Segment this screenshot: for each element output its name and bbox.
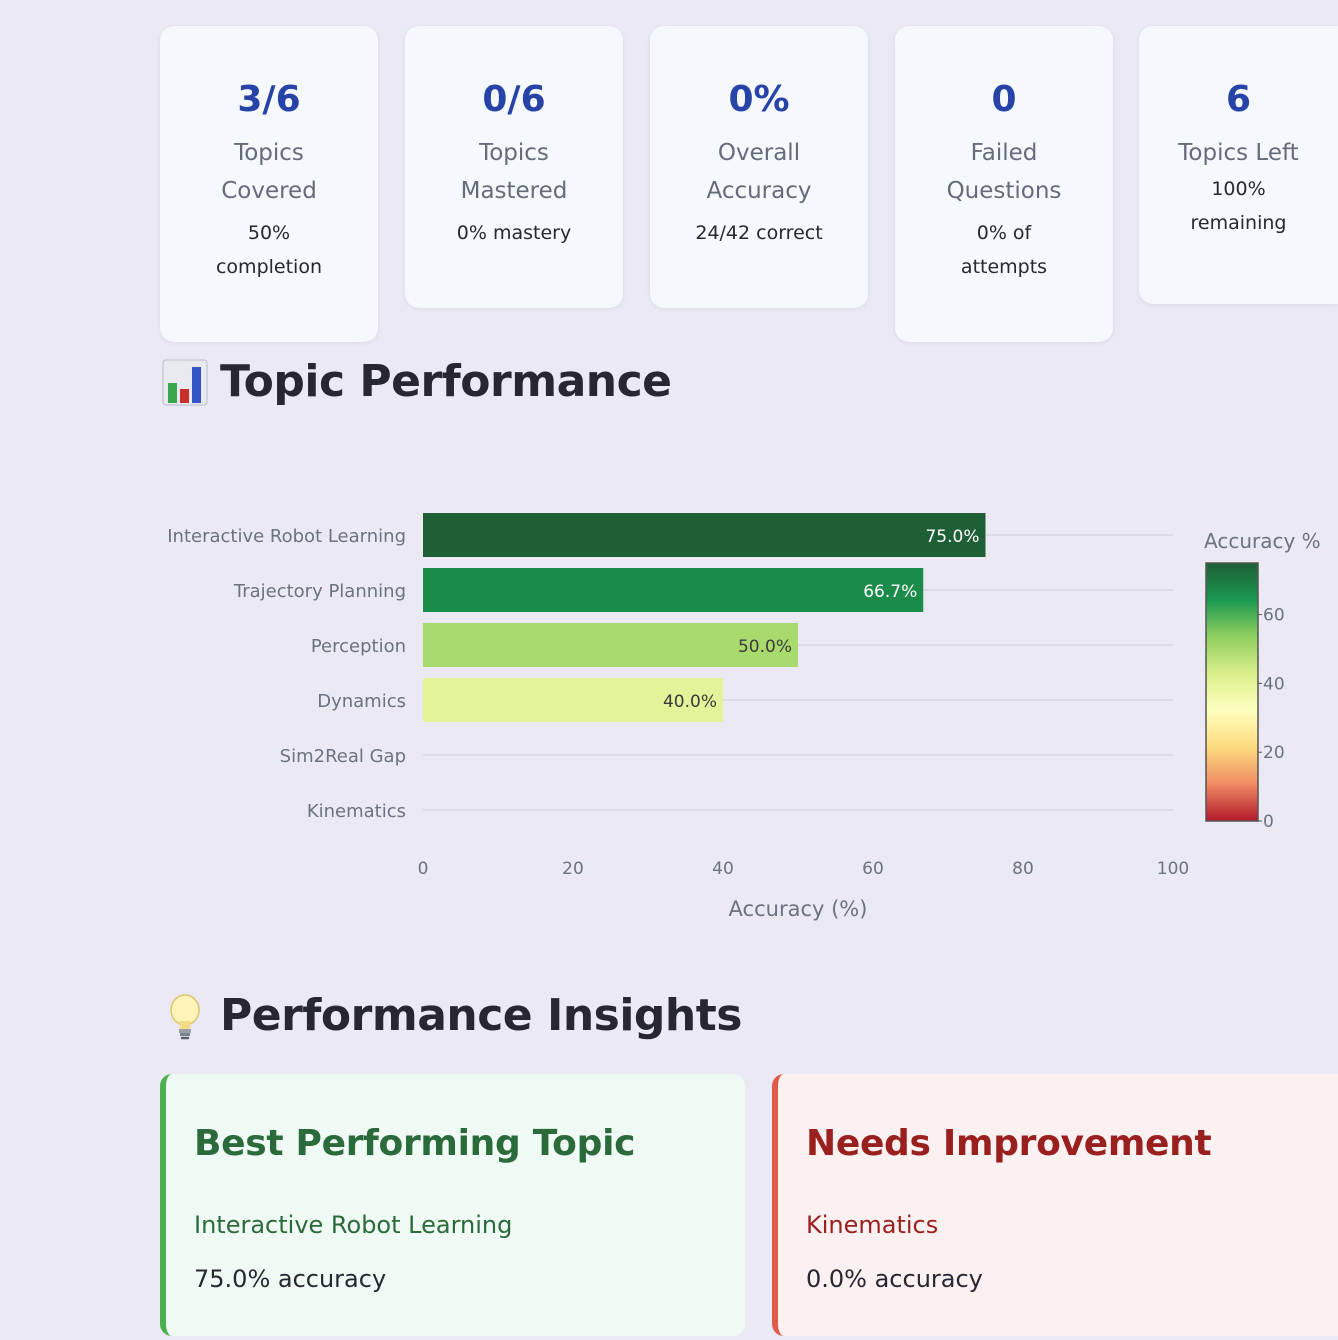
colorbar-tick-label: 40	[1263, 674, 1285, 694]
x-tick-label: 20	[562, 859, 584, 879]
metric-sub-line: attempts	[960, 256, 1048, 278]
metric-label-line: Mastered	[460, 178, 568, 204]
metric-subtext: 0% of attempts	[895, 216, 1113, 284]
best-topic-title: Best Performing Topic	[194, 1123, 636, 1164]
section-title-text: Performance Insights	[220, 990, 742, 1041]
metric-sub-line: remaining	[1190, 212, 1287, 234]
bar-data-label: 66.7%	[863, 582, 917, 602]
metric-card-topics-left: 6 Topics Left 100% remaining	[1139, 26, 1338, 304]
metric-value: 3/6	[237, 79, 301, 120]
section-title-text: Topic Performance	[220, 356, 672, 407]
metric-sub-line: 0% of	[976, 222, 1032, 244]
colorbar-tick-label: 0	[1263, 812, 1274, 832]
topic-performance-chart[interactable]: 75.0% 66.7% 50.0% 40.0% Interactive Robot L…	[0, 430, 1338, 950]
y-tick-label: Perception	[311, 636, 406, 657]
bar-data-label: 75.0%	[925, 527, 979, 547]
metric-sub-line: 0% mastery	[456, 222, 572, 244]
y-tick-label: Dynamics	[317, 691, 406, 712]
y-tick-label: Interactive Robot Learning	[167, 526, 406, 547]
metric-card-failed-questions: 0 Failed Questions 0% of attempts	[895, 26, 1113, 342]
metric-sub-line: 100%	[1211, 178, 1266, 200]
metric-subtext: 100% remaining	[1139, 172, 1338, 240]
performance-insights-heading: Performance Insights	[162, 990, 742, 1041]
metric-subtext: 0% mastery	[405, 216, 623, 250]
metric-card-topics-covered: 3/6 Topics Covered 50% completion	[160, 26, 378, 342]
metric-label-line: Covered	[221, 178, 317, 204]
bar-data-label: 50.0%	[738, 637, 792, 657]
metric-sub-line: 24/42 correct	[695, 222, 823, 244]
metric-label-line: Accuracy	[706, 178, 812, 204]
metric-label: Topics Mastered	[405, 134, 623, 210]
topic-performance-heading: Topic Performance	[162, 356, 672, 407]
metric-label: Topics Left	[1139, 134, 1338, 172]
metric-value: 0/6	[482, 79, 546, 120]
bar-interactive-robot-learning[interactable]	[423, 513, 986, 557]
x-axis-title: Accuracy (%)	[729, 897, 868, 921]
colorbar-tick-label: 60	[1263, 606, 1285, 626]
metric-label: Overall Accuracy	[650, 134, 868, 210]
y-tick-label: Trajectory Planning	[233, 581, 406, 602]
best-topic-name: Interactive Robot Learning	[194, 1211, 513, 1239]
metric-sub-line: 50%	[247, 222, 291, 244]
x-tick-label: 40	[712, 859, 734, 879]
metric-value: 6	[1225, 79, 1252, 120]
metric-label-line: Topics Left	[1178, 140, 1299, 166]
best-topic-accuracy: 75.0% accuracy	[194, 1265, 387, 1293]
metric-label-line: Failed	[970, 140, 1038, 166]
colorbar-title: Accuracy %	[1204, 529, 1321, 553]
x-tick-label: 0	[418, 859, 429, 879]
metric-value: 0%	[728, 79, 790, 120]
needs-improvement-card: Needs Improvement Kinematics 0.0% accura…	[772, 1074, 1338, 1336]
needs-improvement-title: Needs Improvement	[806, 1123, 1212, 1164]
metric-label-line: Topics	[234, 140, 304, 166]
needs-improvement-accuracy: 0.0% accuracy	[806, 1265, 983, 1293]
best-topic-card: Best Performing Topic Interactive Robot …	[160, 1074, 745, 1336]
x-tick-label: 60	[862, 859, 884, 879]
bar-data-label: 40.0%	[663, 692, 717, 712]
metric-subtext: 50% completion	[160, 216, 378, 284]
bar-trajectory-planning[interactable]	[423, 568, 924, 612]
bar-dynamics[interactable]	[423, 678, 723, 722]
metric-card-topics-mastered: 0/6 Topics Mastered 0% mastery	[405, 26, 623, 308]
bar-perception[interactable]	[423, 623, 798, 667]
metric-label: Failed Questions	[895, 134, 1113, 210]
colorbar-tick-label: 20	[1263, 743, 1285, 763]
needs-improvement-topic: Kinematics	[806, 1211, 939, 1239]
x-tick-label: 100	[1157, 859, 1189, 879]
colorbar-gradient	[1205, 562, 1259, 822]
metric-subtext: 24/42 correct	[650, 216, 868, 250]
x-tick-label: 80	[1012, 859, 1034, 879]
bar-chart-icon	[162, 357, 208, 407]
metric-label: Topics Covered	[160, 134, 378, 210]
metric-label-line: Topics	[479, 140, 549, 166]
metric-card-overall-accuracy: 0% Overall Accuracy 24/42 correct	[650, 26, 868, 308]
metric-label-line: Questions	[946, 178, 1062, 204]
metric-value: 0	[991, 79, 1017, 120]
y-tick-label: Kinematics	[307, 801, 406, 822]
y-tick-label: Sim2Real Gap	[280, 746, 406, 767]
metric-sub-line: completion	[215, 256, 322, 278]
metric-label-line: Overall	[717, 140, 801, 166]
lightbulb-icon	[162, 991, 208, 1041]
